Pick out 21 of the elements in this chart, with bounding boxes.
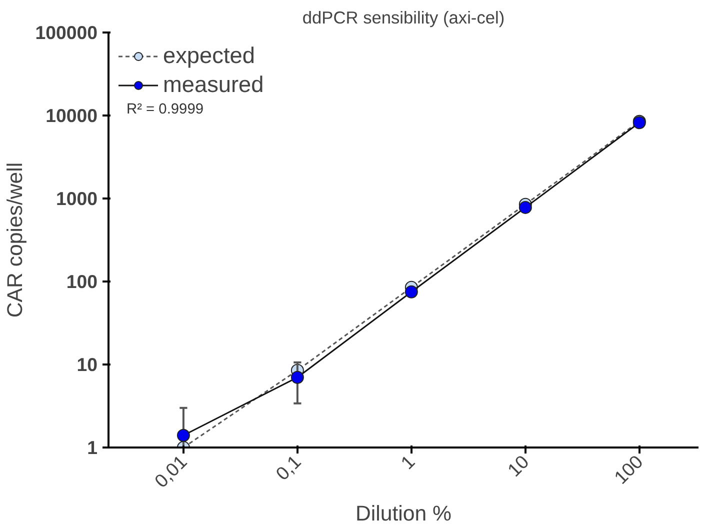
point [518, 200, 532, 214]
point [404, 285, 418, 298]
x-tick-label: 0,1 [272, 451, 305, 484]
x-tick-label: 1 [396, 451, 419, 474]
y-tick-label: 10 [76, 354, 98, 375]
annotation: R² = 0.9999 [126, 102, 204, 118]
x-axis-title: Dilution % [355, 501, 452, 526]
x-tick-label: 10 [503, 451, 533, 481]
x-tick-label: 0,01 [150, 451, 191, 492]
point [290, 370, 304, 384]
y-tick-label: 100 [66, 271, 98, 292]
legend-label: measured [163, 71, 264, 98]
legend-label: expected [163, 42, 255, 69]
y-axis-title: CAR copies/well [3, 162, 28, 318]
point [176, 428, 190, 442]
chart-title: ddPCR sensibility (axi-cel) [302, 8, 505, 28]
x-tick-label: 100 [610, 451, 647, 488]
y-tick-label: 10000 [46, 105, 98, 126]
y-tick-label: 1000 [56, 188, 98, 209]
y-tick-label: 100000 [35, 22, 98, 43]
y-tick-label: 1 [87, 437, 98, 458]
